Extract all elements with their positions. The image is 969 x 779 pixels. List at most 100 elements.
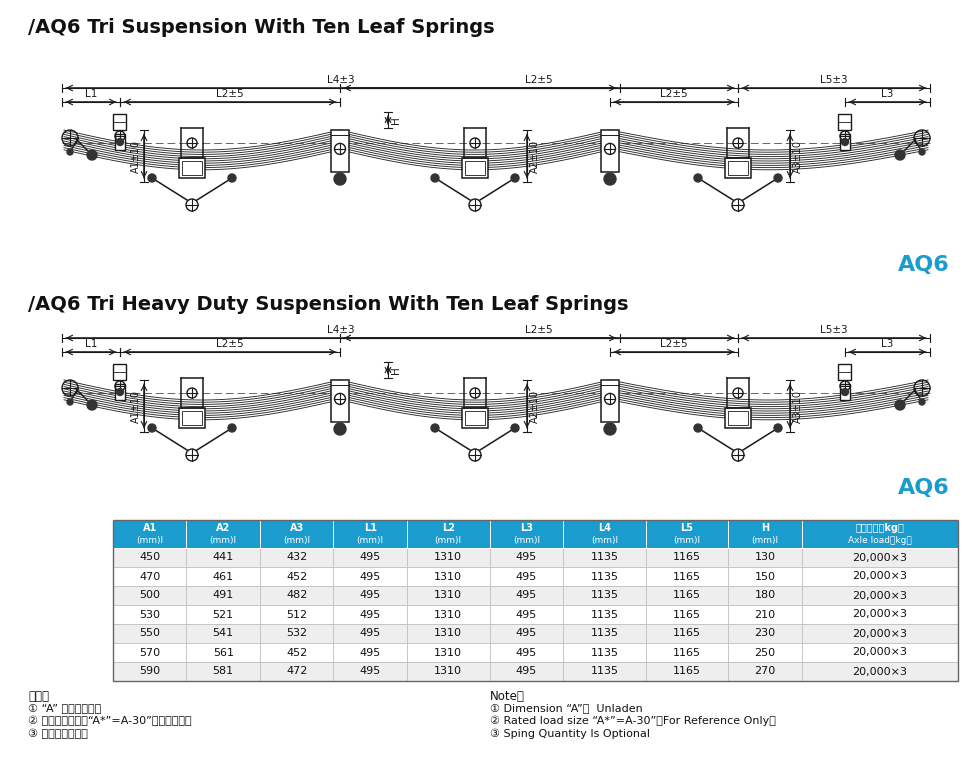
Bar [563,520,645,548]
Bar [489,624,563,643]
Text: 470: 470 [140,572,160,581]
Text: A1: A1 [142,523,157,534]
Circle shape [774,174,782,182]
Bar [115,134,125,150]
Text: (mm)Ⅰ: (mm)Ⅰ [283,536,310,545]
Text: 250: 250 [755,647,775,657]
Text: (mm)Ⅰ: (mm)Ⅰ [435,536,462,545]
Bar [186,624,260,643]
Bar [186,605,260,624]
Text: 180: 180 [755,590,775,601]
Text: H: H [391,116,401,124]
Bar [260,605,333,624]
Bar [489,605,563,624]
Bar [729,520,802,548]
Text: 20,000×3: 20,000×3 [853,572,907,581]
Text: 550: 550 [140,629,160,639]
Circle shape [511,174,519,182]
Text: 495: 495 [359,590,381,601]
Text: 1165: 1165 [673,552,701,562]
Text: L1: L1 [85,89,97,99]
Text: 590: 590 [140,667,160,676]
Text: 495: 495 [516,590,537,601]
Text: 495: 495 [359,629,381,639]
Text: 1310: 1310 [434,647,462,657]
Circle shape [919,399,925,405]
Circle shape [334,423,346,435]
Bar [186,586,260,605]
Circle shape [604,173,616,185]
Bar [182,411,202,425]
Text: 500: 500 [140,590,160,601]
Circle shape [67,399,73,405]
Text: 495: 495 [359,647,381,657]
Text: AQ6: AQ6 [898,255,950,275]
Text: ① “A” 为空载时尺寸: ① “A” 为空载时尺寸 [28,703,101,713]
Bar [113,624,186,643]
Circle shape [774,424,782,432]
Bar [333,548,407,567]
Bar [260,548,333,567]
Text: 1135: 1135 [590,667,618,676]
Bar [729,624,802,643]
Bar [838,364,852,380]
Bar [407,605,489,624]
Bar [260,643,333,662]
Text: 495: 495 [516,629,537,639]
Circle shape [694,424,702,432]
Bar [333,567,407,586]
Text: A1±10: A1±10 [131,139,141,172]
Text: L5±3: L5±3 [820,75,848,85]
Text: A1±10: A1±10 [131,390,141,422]
Bar [645,605,729,624]
Bar [407,548,489,567]
Circle shape [895,150,905,160]
Bar [802,662,958,681]
Bar [563,605,645,624]
Bar [725,408,751,428]
Circle shape [431,174,439,182]
Bar [333,586,407,605]
Bar [645,567,729,586]
Text: 230: 230 [755,629,775,639]
Text: (mm)Ⅰ: (mm)Ⅰ [673,536,701,545]
Bar [260,662,333,681]
Bar [489,643,563,662]
Text: 1310: 1310 [434,609,462,619]
Text: 1135: 1135 [590,572,618,581]
Bar [563,567,645,586]
Text: A3±10: A3±10 [793,139,803,172]
Bar [179,408,205,428]
Bar [333,520,407,548]
Bar [333,624,407,643]
Bar [260,567,333,586]
Circle shape [431,424,439,432]
Text: 1165: 1165 [673,590,701,601]
Bar [331,380,349,422]
Text: 450: 450 [140,552,160,562]
Bar [645,662,729,681]
Bar [645,624,729,643]
Text: 530: 530 [140,609,160,619]
Text: H: H [761,523,769,534]
Text: 1165: 1165 [673,647,701,657]
Bar [186,567,260,586]
Text: 532: 532 [286,629,307,639]
Bar [729,662,802,681]
Bar [182,161,202,175]
Bar [462,158,488,178]
Text: 461: 461 [212,572,234,581]
Text: 482: 482 [286,590,307,601]
Text: (mm)Ⅰ: (mm)Ⅰ [137,536,164,545]
Bar [113,605,186,624]
Bar [260,586,333,605]
Text: 452: 452 [286,647,307,657]
Text: ③ Sping Quantity Is Optional: ③ Sping Quantity Is Optional [490,729,650,739]
Text: 备注：: 备注： [28,690,49,703]
Text: ③ 板簧片数可选择: ③ 板簧片数可选择 [28,729,88,739]
Text: L5±3: L5±3 [820,325,848,335]
Text: 561: 561 [213,647,234,657]
Text: 441: 441 [212,552,234,562]
Text: 210: 210 [755,609,775,619]
Bar [113,520,186,548]
